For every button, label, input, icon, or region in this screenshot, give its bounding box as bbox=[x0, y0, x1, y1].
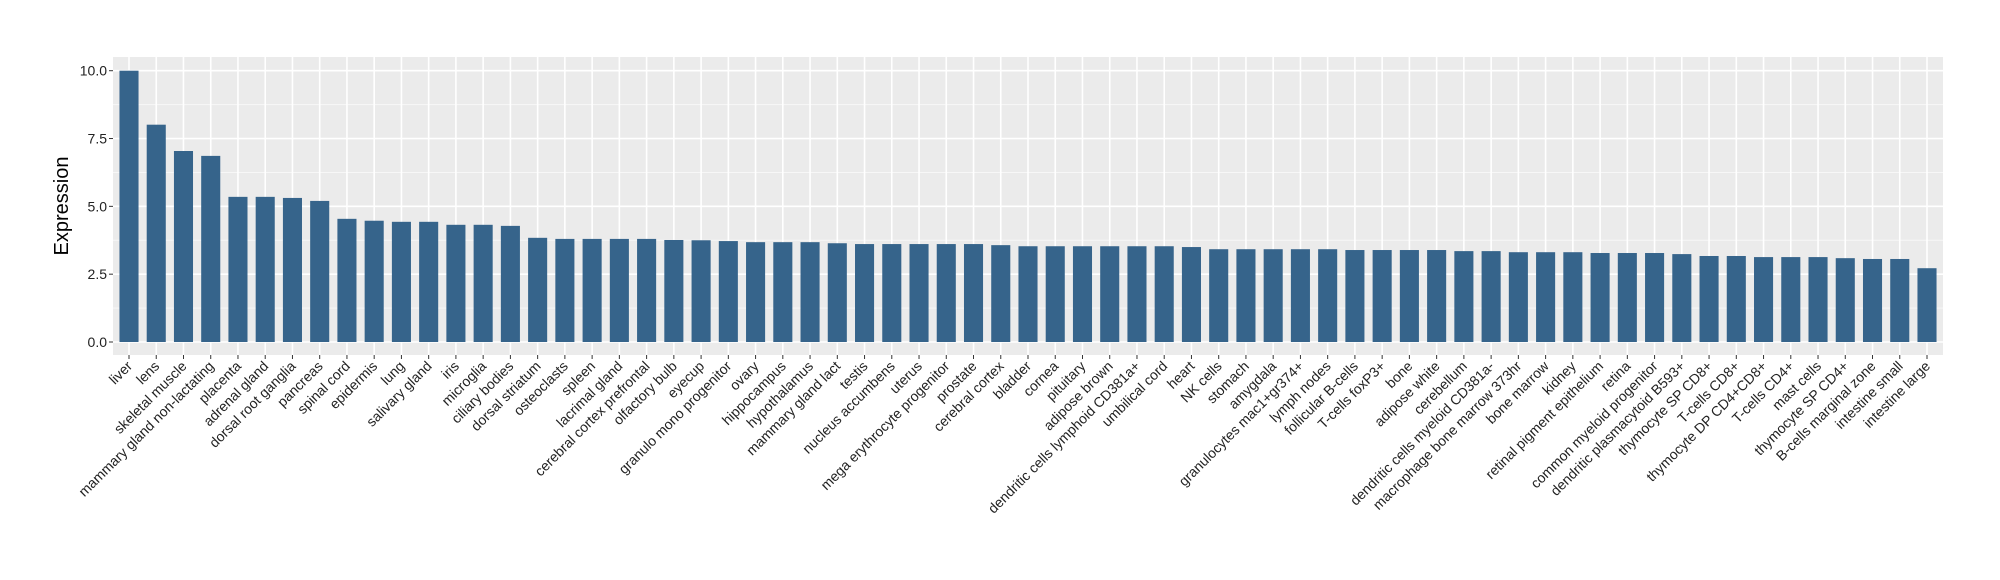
bar bbox=[691, 240, 711, 342]
bar bbox=[500, 225, 520, 342]
bar bbox=[855, 244, 875, 342]
bar bbox=[637, 238, 657, 342]
bar bbox=[1318, 249, 1338, 342]
bar bbox=[1645, 253, 1665, 342]
bar bbox=[146, 124, 166, 343]
y-tick-label: 0.0 bbox=[88, 334, 108, 350]
bar bbox=[337, 218, 357, 342]
bar bbox=[718, 241, 738, 342]
bar bbox=[364, 220, 384, 342]
bar bbox=[1427, 250, 1447, 342]
bar bbox=[609, 238, 629, 342]
bar bbox=[1154, 246, 1174, 342]
bar bbox=[582, 238, 602, 342]
bar bbox=[1372, 250, 1392, 342]
bar bbox=[1672, 254, 1692, 342]
bar bbox=[1699, 255, 1719, 342]
y-axis: 0.0 2.5 5.0 7.5 10.0 bbox=[80, 63, 113, 350]
bar bbox=[664, 239, 684, 342]
y-axis-title: Expression bbox=[51, 157, 73, 256]
bar bbox=[528, 237, 548, 342]
bar bbox=[173, 151, 194, 342]
bar bbox=[1917, 268, 1937, 342]
bar bbox=[1072, 246, 1093, 342]
bar bbox=[1181, 247, 1201, 342]
bar bbox=[282, 197, 302, 342]
y-tick-label: 7.5 bbox=[88, 131, 108, 147]
bar bbox=[1781, 257, 1801, 342]
bar bbox=[1726, 255, 1746, 342]
y-tick-label: 10.0 bbox=[80, 63, 107, 79]
bar bbox=[909, 244, 929, 342]
y-tick-label: 5.0 bbox=[88, 198, 108, 214]
bar bbox=[201, 155, 221, 342]
bar bbox=[391, 221, 411, 342]
bar bbox=[773, 242, 793, 342]
bar bbox=[1808, 257, 1828, 342]
bar bbox=[446, 224, 466, 342]
bar bbox=[1290, 249, 1310, 342]
bar bbox=[119, 70, 139, 342]
bars bbox=[119, 70, 1937, 343]
bar bbox=[1209, 249, 1229, 342]
bar bbox=[882, 244, 902, 342]
bar bbox=[1345, 250, 1365, 342]
bar bbox=[255, 196, 275, 342]
x-tick-label: liver bbox=[106, 358, 136, 388]
bar bbox=[1835, 258, 1855, 342]
bar bbox=[555, 238, 575, 342]
bar bbox=[1263, 249, 1283, 342]
bar bbox=[1754, 257, 1774, 342]
bar bbox=[1508, 252, 1528, 342]
bar bbox=[963, 244, 984, 342]
bar bbox=[1563, 252, 1583, 342]
bar bbox=[746, 242, 766, 342]
bar bbox=[310, 200, 330, 342]
bar bbox=[1590, 253, 1610, 342]
bar bbox=[1536, 252, 1556, 342]
bar bbox=[473, 224, 493, 342]
bar bbox=[1862, 258, 1883, 342]
bar bbox=[419, 221, 439, 342]
bar bbox=[827, 243, 847, 342]
bar bbox=[1018, 246, 1038, 342]
bar bbox=[1045, 246, 1065, 342]
bar bbox=[936, 244, 956, 342]
bar bbox=[1399, 250, 1419, 342]
bar bbox=[1127, 246, 1147, 342]
bar bbox=[1617, 253, 1637, 342]
bar bbox=[228, 196, 248, 342]
bar bbox=[991, 245, 1011, 342]
bar bbox=[1454, 251, 1474, 342]
bar bbox=[1481, 251, 1501, 342]
bar bbox=[1890, 258, 1910, 342]
bar bbox=[1236, 249, 1256, 342]
y-tick-label: 2.5 bbox=[88, 266, 108, 282]
bar bbox=[1100, 246, 1120, 342]
bar bbox=[800, 242, 820, 342]
